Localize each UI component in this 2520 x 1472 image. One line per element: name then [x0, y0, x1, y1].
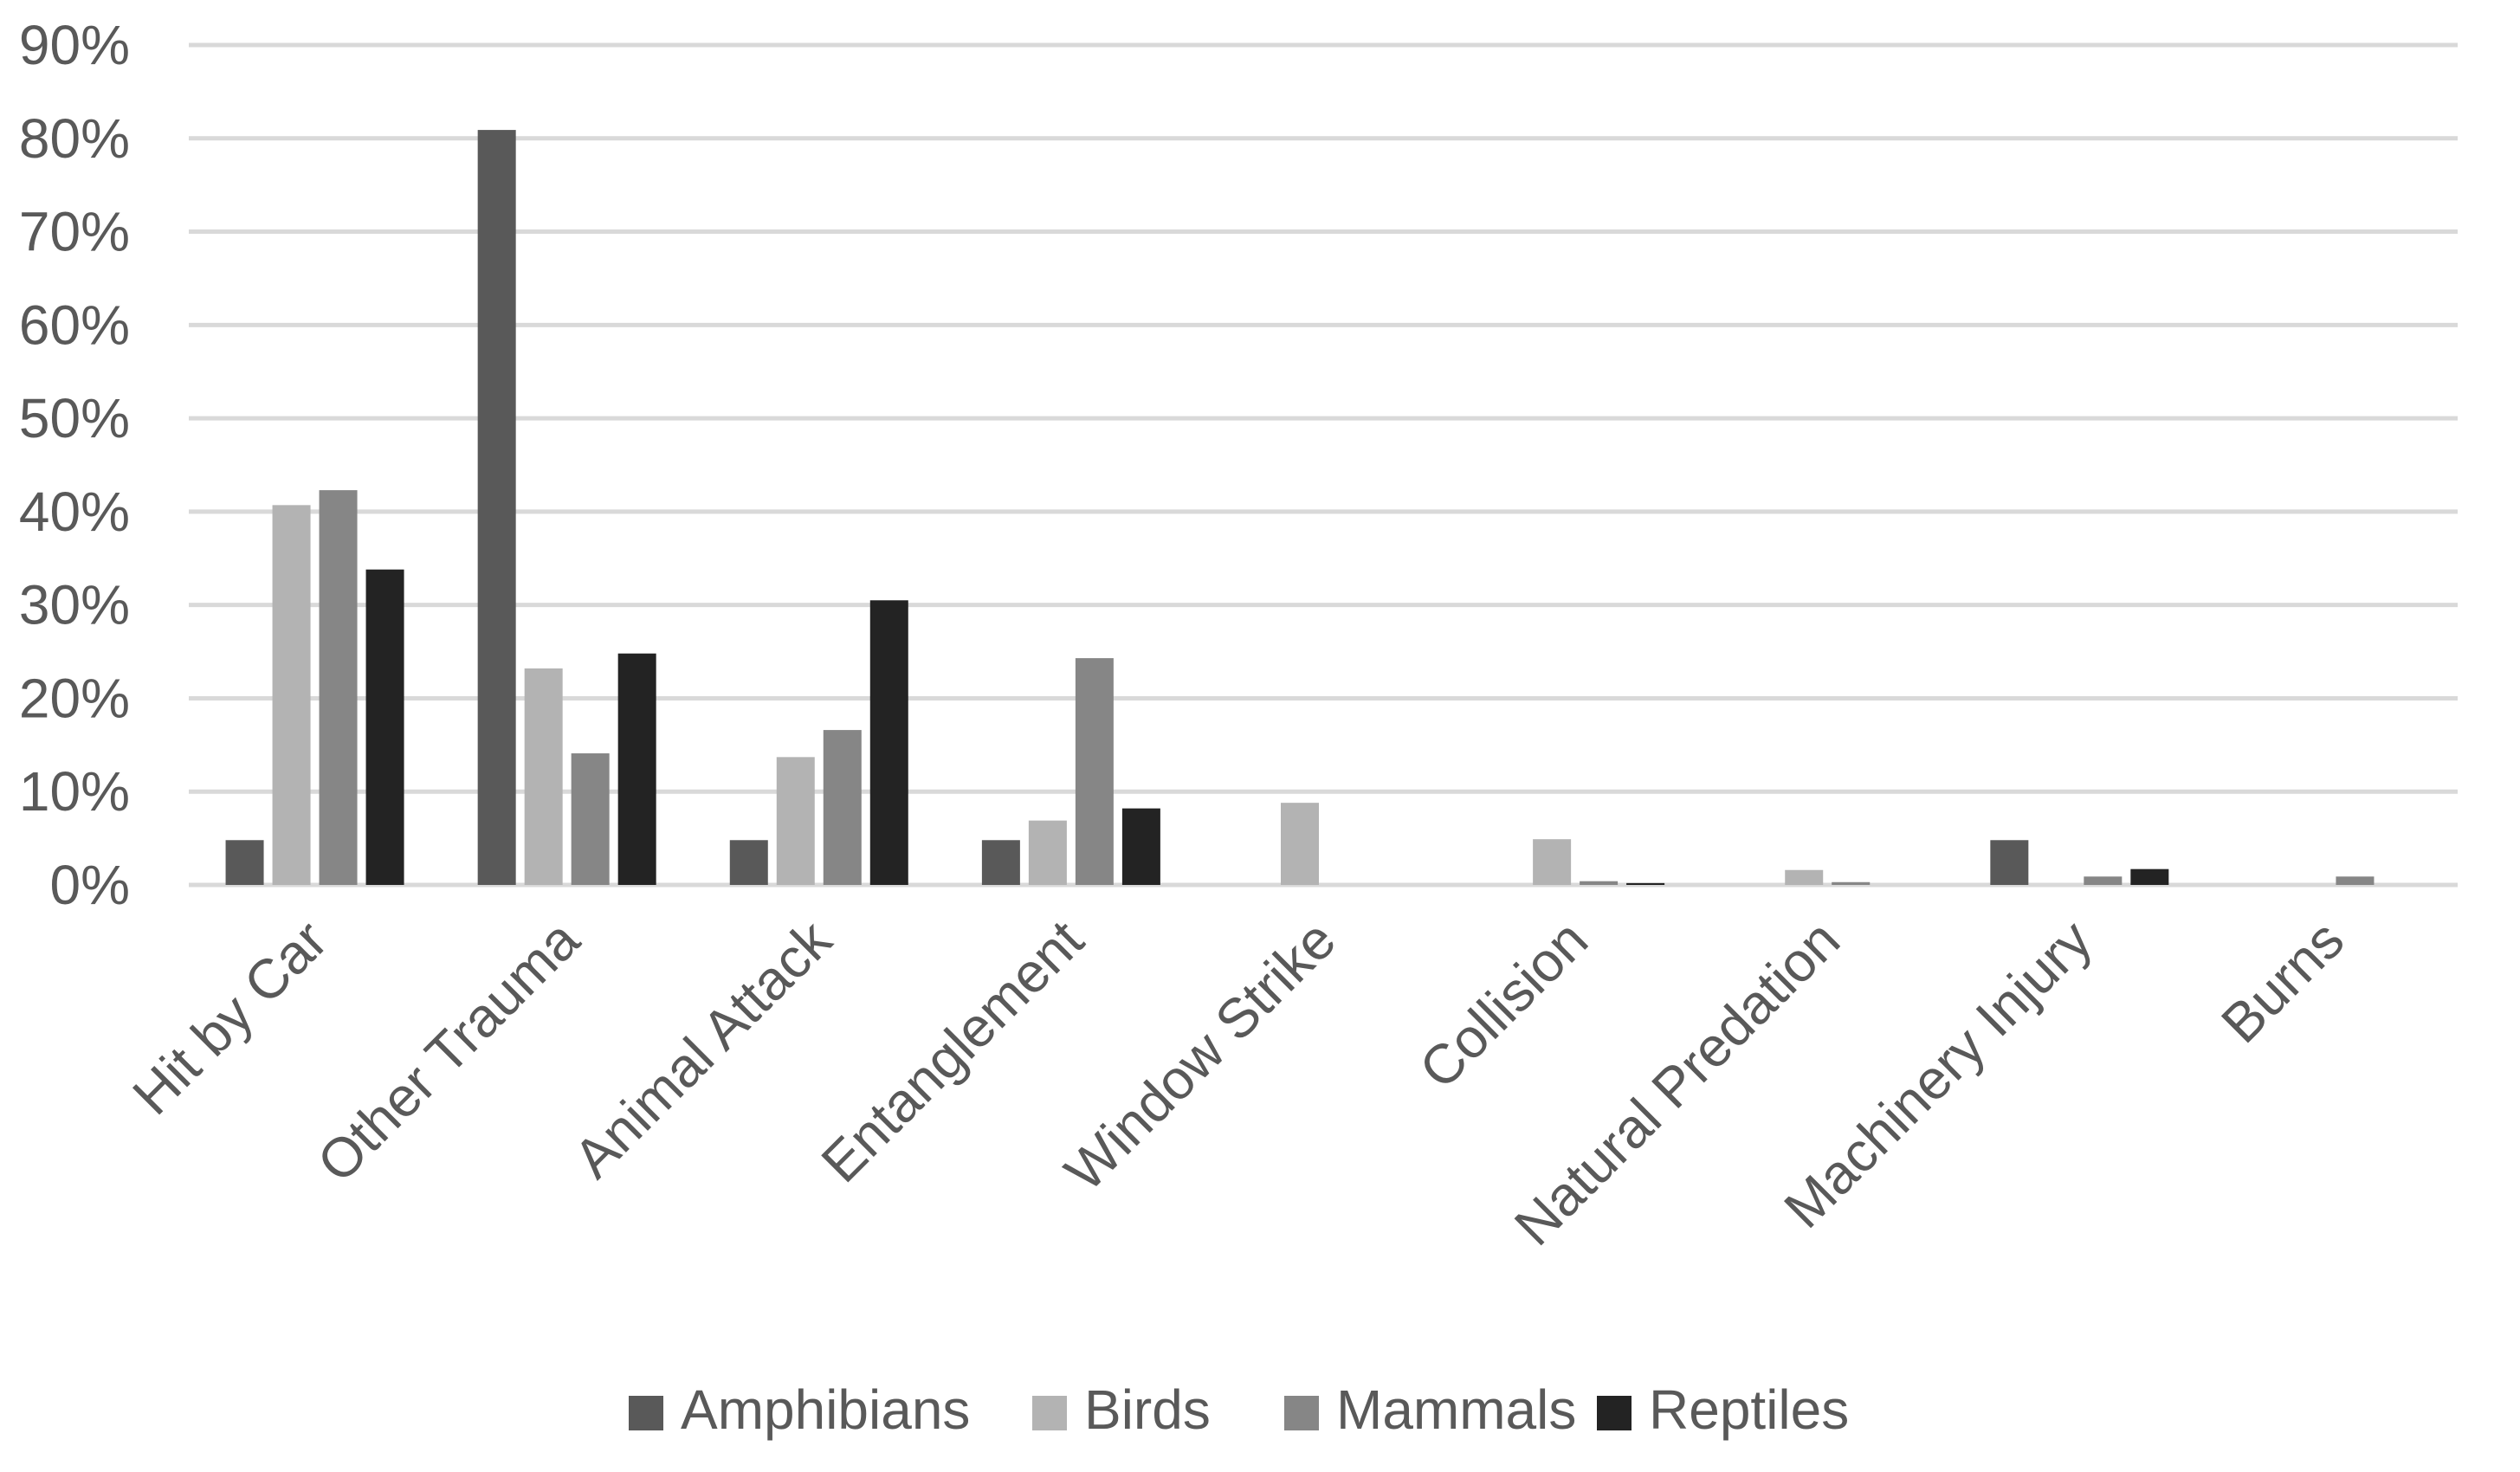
bar-amphibians-animal-attack [729, 840, 768, 885]
legend-swatch [1597, 1396, 1632, 1430]
x-category-label: Entanglement [810, 908, 1095, 1194]
legend-swatch [629, 1396, 663, 1430]
legend-swatch [1284, 1396, 1319, 1430]
y-tick-label: 20% [19, 667, 130, 729]
bar-amphibians-other-trauma [477, 130, 516, 886]
y-axis-tick-labels: 0% 10% 20% 30% 40% 50% 60% 70% 80% 90% [19, 14, 130, 916]
x-category-label: Collision [1407, 908, 1599, 1101]
legend-swatch [1032, 1396, 1067, 1430]
y-tick-label: 70% [19, 201, 130, 263]
legend-item-mammals: Mammals [1284, 1378, 1576, 1441]
x-category-label: Other Trauma [305, 908, 591, 1194]
y-tick-label: 90% [19, 14, 130, 76]
bar-reptiles-hit-by-car [365, 569, 404, 885]
y-tick-label: 0% [50, 854, 131, 916]
bar-amphibians-entanglement [981, 840, 1020, 885]
legend-item-reptiles: Reptiles [1597, 1378, 1849, 1441]
bar-reptiles-machinery-injury [2130, 868, 2169, 885]
bar-reptiles-collision [1626, 882, 1665, 885]
legend-label: Mammals [1336, 1378, 1576, 1441]
y-tick-label: 10% [19, 760, 130, 823]
bar-reptiles-entanglement [1121, 808, 1160, 885]
bar-birds-other-trauma [524, 668, 563, 885]
bar-birds-animal-attack [776, 757, 815, 885]
bar-mammals-natural-predation [1832, 881, 1871, 885]
y-tick-label: 50% [19, 387, 130, 449]
legend-item-amphibians: Amphibians [629, 1378, 970, 1441]
bar-mammals-collision [1580, 881, 1619, 885]
legend: Amphibians Birds Mammals Reptiles [629, 1378, 1849, 1441]
y-tick-label: 30% [19, 574, 130, 636]
bar-reptiles-animal-attack [869, 600, 908, 885]
bar-mammals-other-trauma [571, 753, 610, 885]
bar-mammals-machinery-injury [2084, 876, 2123, 885]
y-tick-label: 40% [19, 481, 130, 543]
bar-amphibians-hit-by-car [225, 840, 264, 885]
legend-item-birds: Birds [1032, 1378, 1211, 1441]
bar-birds-window-strike [1281, 803, 1319, 885]
bar-mammals-animal-attack [823, 730, 862, 885]
y-tick-label: 80% [19, 107, 130, 170]
y-tick-label: 60% [19, 294, 130, 356]
bar-mammals-hit-by-car [319, 490, 358, 885]
bar-mammals-entanglement [1075, 658, 1114, 885]
legend-label: Amphibians [681, 1378, 970, 1441]
bar-mammals-burns [2336, 876, 2375, 885]
bar-birds-hit-by-car [272, 505, 311, 885]
bar-birds-collision [1533, 839, 1572, 885]
gridlines [189, 42, 2458, 888]
bar-birds-natural-predation [1785, 869, 1824, 885]
x-category-label: Animal Attack [562, 907, 844, 1190]
bar-birds-entanglement [1028, 820, 1067, 885]
x-category-label: Burns [2209, 908, 2355, 1055]
bars [225, 130, 2375, 886]
legend-label: Reptiles [1649, 1378, 1849, 1441]
bar-reptiles-other-trauma [617, 653, 656, 885]
x-category-label: Window Strike [1053, 908, 1347, 1203]
x-category-label: Hit by Car [120, 908, 339, 1127]
legend-label: Birds [1084, 1378, 1211, 1441]
bar-amphibians-machinery-injury [1990, 840, 2029, 885]
